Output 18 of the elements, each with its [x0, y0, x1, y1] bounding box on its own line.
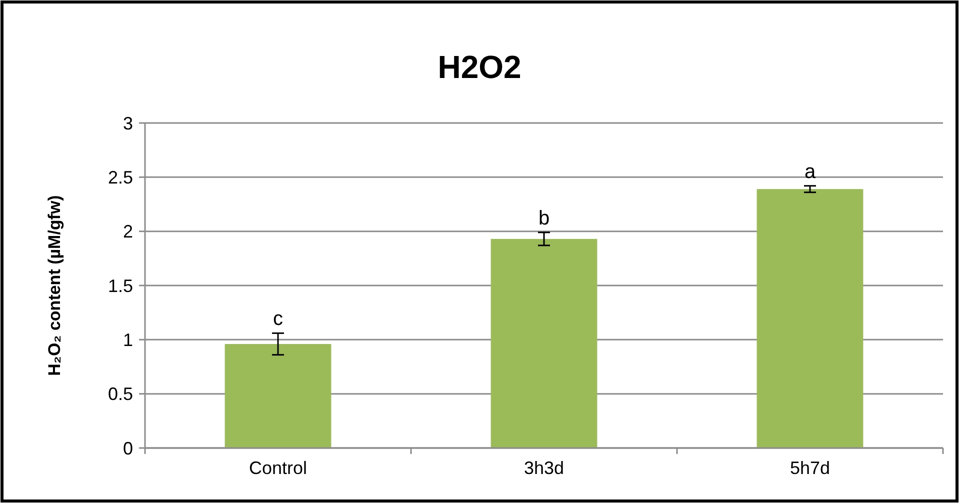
y-tick-label: 0.5	[108, 384, 133, 404]
y-tick-label: 3	[122, 113, 133, 134]
x-tick-label: 5h7d	[790, 458, 830, 478]
annotation: c	[273, 308, 283, 330]
x-tick-label: 3h3d	[524, 458, 564, 478]
y-tick-label: 2	[122, 222, 133, 242]
y-tick-label: 2.5	[108, 167, 133, 188]
bar	[224, 344, 332, 448]
x-tick-label: Control	[248, 458, 308, 478]
y-tick-label: 1.5	[108, 276, 133, 296]
y-tick-label: 1	[122, 330, 133, 350]
chart-title: H2O2	[438, 49, 522, 85]
annotation: b	[538, 207, 550, 230]
annotation: a	[804, 160, 816, 183]
bar	[756, 189, 864, 448]
y-tick-label: 0	[122, 438, 133, 458]
y-axis-title: H₂O₂ content (µM/gfw)	[45, 195, 64, 376]
bar	[490, 238, 598, 448]
